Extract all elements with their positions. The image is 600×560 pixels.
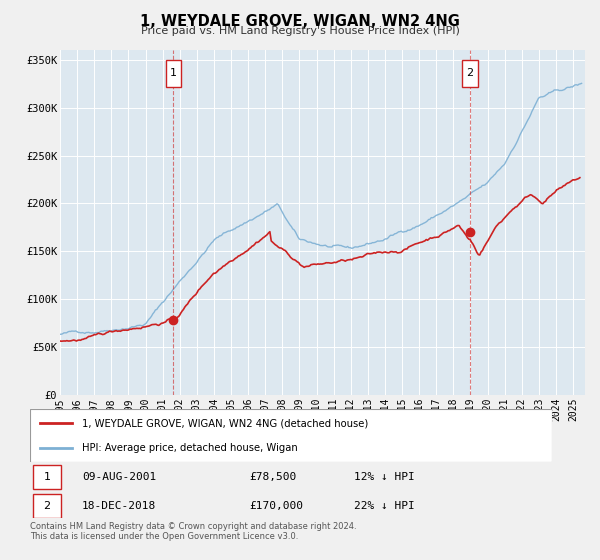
FancyBboxPatch shape bbox=[462, 60, 478, 87]
Text: HPI: Average price, detached house, Wigan: HPI: Average price, detached house, Wiga… bbox=[82, 442, 298, 452]
Text: 2: 2 bbox=[43, 501, 50, 511]
Text: 1, WEYDALE GROVE, WIGAN, WN2 4NG (detached house): 1, WEYDALE GROVE, WIGAN, WN2 4NG (detach… bbox=[82, 418, 368, 428]
Text: 12% ↓ HPI: 12% ↓ HPI bbox=[353, 472, 415, 482]
Text: Contains HM Land Registry data © Crown copyright and database right 2024.
This d: Contains HM Land Registry data © Crown c… bbox=[30, 522, 356, 542]
FancyBboxPatch shape bbox=[32, 494, 61, 518]
FancyBboxPatch shape bbox=[166, 60, 181, 87]
Text: 2: 2 bbox=[466, 68, 473, 78]
Text: £170,000: £170,000 bbox=[249, 501, 303, 511]
Text: 1, WEYDALE GROVE, WIGAN, WN2 4NG: 1, WEYDALE GROVE, WIGAN, WN2 4NG bbox=[140, 14, 460, 29]
Text: Price paid vs. HM Land Registry's House Price Index (HPI): Price paid vs. HM Land Registry's House … bbox=[140, 26, 460, 36]
Text: £78,500: £78,500 bbox=[249, 472, 296, 482]
Text: 18-DEC-2018: 18-DEC-2018 bbox=[82, 501, 157, 511]
Text: 1: 1 bbox=[43, 472, 50, 482]
Text: 09-AUG-2001: 09-AUG-2001 bbox=[82, 472, 157, 482]
Text: 22% ↓ HPI: 22% ↓ HPI bbox=[353, 501, 415, 511]
FancyBboxPatch shape bbox=[30, 409, 552, 462]
FancyBboxPatch shape bbox=[32, 465, 61, 489]
Text: 1: 1 bbox=[170, 68, 177, 78]
